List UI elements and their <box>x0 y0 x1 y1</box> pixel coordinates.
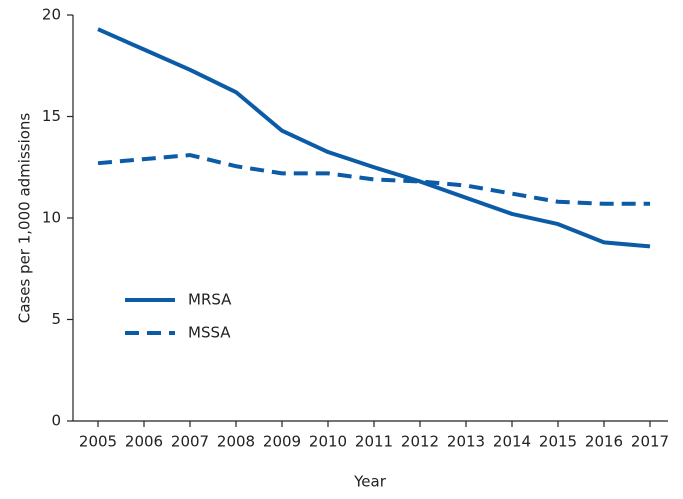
line-series <box>97 153 650 206</box>
x-tick-label: 2008 <box>217 433 255 451</box>
x-tick-label: 2013 <box>447 433 485 451</box>
x-tick-label: 2006 <box>125 433 163 451</box>
x-tick-label: 2017 <box>631 433 669 451</box>
x-tick-label: 2005 <box>79 433 117 451</box>
x-tick-label: 2010 <box>309 433 347 451</box>
line-series <box>97 27 651 249</box>
legend-label: MRSA <box>188 291 232 309</box>
x-tick-label: 2012 <box>401 433 439 451</box>
x-tick-label: 2014 <box>493 433 531 451</box>
x-tick-label: 2015 <box>539 433 577 451</box>
x-tick-label: 2009 <box>263 433 301 451</box>
x-axis-title: Year <box>353 473 387 491</box>
x-tick-label: 2011 <box>355 433 393 451</box>
y-tick-label: 0 <box>51 412 61 430</box>
y-tick-label: 10 <box>42 209 61 227</box>
y-tick-label: 5 <box>51 310 61 328</box>
x-tick-label: 2016 <box>585 433 623 451</box>
legend-label: MSSA <box>188 324 231 342</box>
y-axis-title: Cases per 1,000 admissions <box>16 113 34 324</box>
x-tick-label: 2007 <box>171 433 209 451</box>
y-tick-label: 20 <box>42 6 61 24</box>
y-tick-label: 15 <box>42 107 61 125</box>
